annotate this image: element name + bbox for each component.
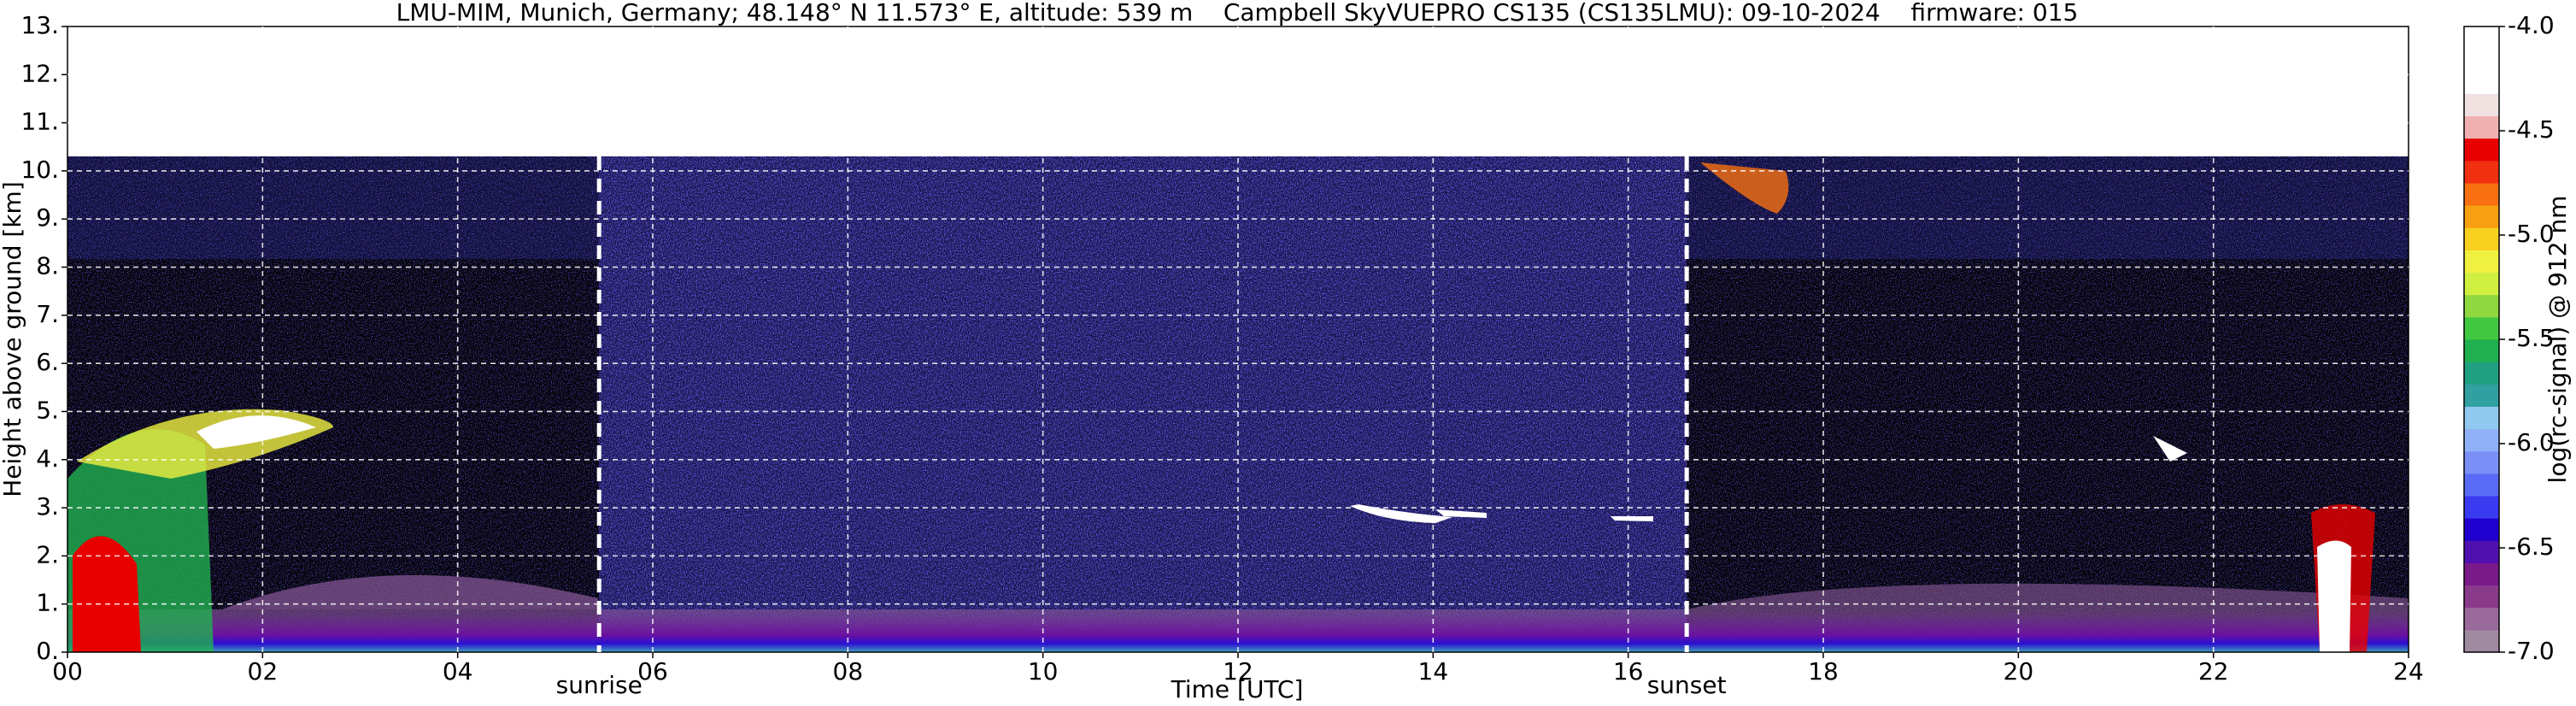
colorbar-tick-label: -6.5 <box>2508 532 2555 561</box>
colorbar-swatch <box>2464 406 2499 430</box>
colorbar-swatch <box>2464 316 2499 340</box>
y-tick-label: 10. <box>21 156 59 184</box>
colorbar-tick-label: -5.0 <box>2508 220 2555 248</box>
colorbar-tick-label: -6.0 <box>2508 428 2555 456</box>
y-tick-label: 0. <box>36 637 59 665</box>
y-tick-label: 13. <box>21 11 59 39</box>
colorbar-swatch <box>2464 496 2499 519</box>
colorbar-swatch <box>2464 294 2499 318</box>
colorbar-swatch <box>2464 160 2499 184</box>
colorbar-swatch <box>2464 339 2499 362</box>
y-tick-label: 1. <box>36 589 59 617</box>
colorbar-swatch <box>2464 26 2499 50</box>
annotation-label: sunset <box>1647 671 1727 699</box>
x-tick-label: 14 <box>1418 657 1449 685</box>
x-tick-label: 24 <box>2393 657 2424 685</box>
x-tick-label: 04 <box>443 657 473 685</box>
x-tick-label: 10 <box>1028 657 1059 685</box>
x-tick-label: 02 <box>248 657 279 685</box>
colorbar-swatch <box>2464 473 2499 497</box>
colorbar-tick-label: -5.5 <box>2508 324 2555 352</box>
x-tick-label: 08 <box>833 657 864 685</box>
colorbar-swatch <box>2464 250 2499 274</box>
x-tick-label: 16 <box>1613 657 1644 685</box>
chart-title: LMU-MIM, Munich, Germany; 48.148° N 11.5… <box>396 0 2079 26</box>
colorbar-swatch <box>2464 93 2499 117</box>
x-axis-label: Time [UTC] <box>1171 675 1304 703</box>
colorbar-swatch <box>2464 115 2499 139</box>
x-tick-label: 06 <box>637 657 668 685</box>
y-tick-label: 4. <box>36 444 59 473</box>
colorbar-swatch <box>2464 384 2499 407</box>
annotation-label: sunrise <box>556 671 643 699</box>
colorbar-swatch <box>2464 540 2499 563</box>
x-tick-label: 00 <box>52 657 83 685</box>
colorbar-swatch <box>2464 49 2499 72</box>
y-axis-label: Height above ground [km] <box>0 181 26 497</box>
colorbar-tick-label: -7.0 <box>2508 637 2555 665</box>
y-tick-label: 8. <box>36 252 59 280</box>
x-tick-label: 12 <box>1223 657 1253 685</box>
y-tick-label: 12. <box>21 59 59 87</box>
x-tick-label: 22 <box>2198 657 2229 685</box>
colorbar-swatch <box>2464 205 2499 228</box>
y-tick-label: 7. <box>36 300 59 328</box>
colorbar-tick-label: -4.0 <box>2508 11 2555 39</box>
colorbar-swatch <box>2464 607 2499 631</box>
y-tick-label: 6. <box>36 348 59 376</box>
colorbar-label: log(rc-signal) @ 912 nm <box>2544 196 2572 484</box>
y-tick-label: 3. <box>36 492 59 521</box>
colorbar-swatch <box>2464 428 2499 452</box>
y-tick-label: 2. <box>36 540 59 568</box>
colorbar-swatch <box>2464 138 2499 162</box>
colorbar-tick-label: -4.5 <box>2508 115 2555 144</box>
colorbar-swatch <box>2464 183 2499 206</box>
x-tick-label: 20 <box>2004 657 2034 685</box>
colorbar-swatch <box>2464 585 2499 609</box>
colorbar-swatch <box>2464 450 2499 474</box>
colorbar-swatch <box>2464 629 2499 653</box>
colorbar-swatch <box>2464 272 2499 296</box>
y-tick-label: 9. <box>36 203 59 232</box>
colorbar-swatch <box>2464 518 2499 541</box>
y-tick-label: 5. <box>36 396 59 424</box>
y-tick-label: 11. <box>21 108 59 136</box>
x-tick-label: 18 <box>1808 657 1839 685</box>
colorbar-swatch <box>2464 362 2499 385</box>
colorbar-swatch <box>2464 71 2499 94</box>
colorbar-swatch <box>2464 227 2499 250</box>
colorbar-swatch <box>2464 562 2499 586</box>
